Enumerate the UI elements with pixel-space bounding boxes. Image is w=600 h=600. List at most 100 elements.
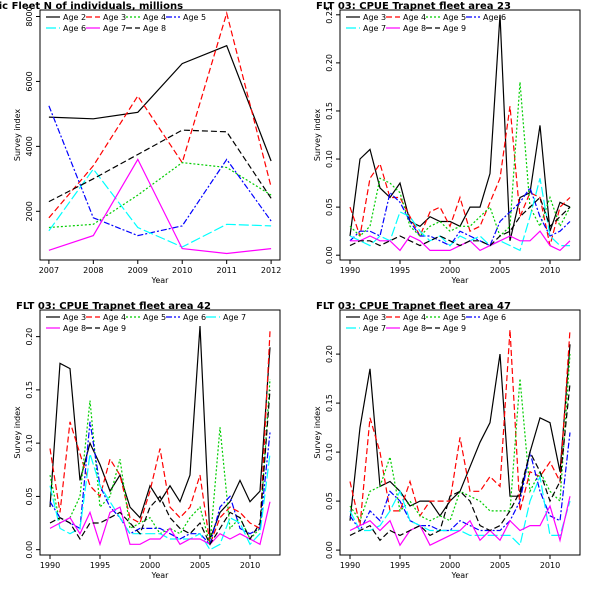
legend-label: Age 8	[143, 24, 166, 33]
panel-4: FLT 03: CPUE Trapnet fleet area 47 1990 19…	[313, 301, 581, 580]
x-axis-label: Year	[151, 276, 170, 285]
legend-label: Age 3	[363, 313, 386, 322]
series-line-age-9	[349, 383, 571, 542]
x-tick-label: 2012	[261, 266, 281, 275]
y-tick-label: 0.20	[25, 328, 34, 346]
legend-label: Age 6	[483, 13, 506, 22]
legend-label: Age 7	[103, 24, 126, 33]
x-axis-label: Year	[451, 571, 470, 580]
series-line-age-9	[349, 196, 571, 247]
x-tick-label: 2010	[240, 561, 260, 570]
legend-label: Age 6	[483, 313, 506, 322]
series-line-age-4	[349, 106, 571, 246]
legend-label: Age 2	[63, 13, 86, 22]
plot-frame	[39, 9, 281, 261]
y-tick-label: 0.05	[25, 488, 34, 506]
y-tick-label: 0.20	[325, 345, 334, 363]
series-line-age-7	[49, 453, 271, 551]
series-line-age-3	[349, 14, 571, 241]
x-tick-label: 1995	[90, 561, 110, 570]
legend-label: Age 9	[443, 324, 466, 333]
legend-label: Age 5	[143, 313, 166, 322]
legend-label: Age 7	[363, 324, 386, 333]
legend-label: Age 5	[183, 13, 206, 22]
y-tick-label: 0.05	[325, 492, 334, 510]
legend-label: Age 5	[443, 313, 466, 322]
x-tick-label: 2000	[440, 266, 460, 275]
series-line-age-5	[48, 105, 272, 237]
y-tick-label: 0.15	[325, 394, 334, 412]
series-line-age-3	[49, 325, 271, 540]
series-line-age-4	[349, 329, 571, 526]
x-tick-label: 1990	[40, 561, 60, 570]
y-tick-label: 0.25	[325, 6, 334, 24]
legend-label: Age 5	[443, 13, 466, 22]
x-tick-label: 2009	[128, 266, 148, 275]
plot-frame	[39, 309, 281, 556]
series-line-age-5	[349, 354, 571, 523]
panel-title: FLT 03: CPUE Trapnet fleet area 42	[16, 301, 211, 312]
x-tick-label: 2007	[39, 266, 59, 275]
y-tick-label: 8000	[25, 6, 34, 26]
y-tick-label: 0.00	[325, 541, 334, 559]
series-line-age-9	[49, 389, 271, 546]
y-tick-label: 4000	[25, 136, 34, 156]
legend-label: Age 9	[443, 24, 466, 33]
series-line-age-8	[349, 496, 571, 547]
legend-label: Age 4	[403, 313, 426, 322]
y-axis-label: Survey index	[313, 406, 322, 459]
series-line-age-7	[349, 178, 570, 252]
legend-label: Age 9	[103, 324, 126, 333]
panel-title: stic Fleet N of individuals, millions	[0, 1, 183, 12]
panel-3: FLT 03: CPUE Trapnet fleet area 42 1990 19…	[13, 301, 281, 580]
y-tick-label: 6000	[25, 71, 34, 91]
x-tick-label: 2005	[490, 561, 510, 570]
x-tick-label: 2005	[490, 266, 510, 275]
series-line-age-8	[49, 501, 271, 547]
y-axis-label: Survey index	[313, 109, 322, 162]
x-tick-label: 2011	[216, 266, 236, 275]
legend-label: Age 6	[63, 24, 86, 33]
legend-label: Age 8	[403, 24, 426, 33]
series-line-age-7	[349, 474, 571, 547]
y-axis-label: Survey index	[13, 406, 22, 459]
legend-label: Age 8	[63, 324, 86, 333]
legend-label: Age 3	[103, 13, 126, 22]
series-line-age-4	[49, 331, 271, 545]
series-line-age-7	[48, 158, 272, 255]
series-line-age-3	[349, 344, 571, 521]
series-line-age-6	[49, 421, 271, 546]
legend-label: Age 6	[183, 313, 206, 322]
legend-label: Age 7	[363, 24, 386, 33]
panel-1: stic Fleet N of individuals, millions 200…	[0, 1, 281, 285]
plot-frame	[339, 9, 581, 261]
series-line-age-5	[349, 82, 571, 238]
x-tick-label: 2010	[540, 561, 560, 570]
y-tick-label: 0.15	[325, 102, 334, 120]
legend-label: Age 4	[103, 313, 126, 322]
y-tick-label: 0.00	[325, 246, 334, 264]
x-tick-label: 2000	[440, 561, 460, 570]
series-line-age-6	[349, 186, 571, 247]
legend-label: Age 3	[363, 13, 386, 22]
y-tick-label: 0.10	[25, 434, 34, 452]
panel-title: FLT 03: CPUE Trapnet fleet area 23	[316, 1, 511, 12]
y-tick-label: 0.05	[325, 198, 334, 216]
series-line-age-6	[48, 168, 272, 248]
x-tick-label: 1990	[340, 266, 360, 275]
panel-2: FLT 03: CPUE Trapnet fleet area 23 1990 19…	[313, 1, 581, 285]
legend-label: Age 7	[223, 313, 246, 322]
legend-label: Age 4	[403, 13, 426, 22]
series-line-age-2	[48, 44, 272, 162]
y-tick-label: 0.00	[25, 541, 34, 559]
panel-title: FLT 03: CPUE Trapnet fleet area 47	[316, 301, 511, 312]
x-tick-label: 1995	[390, 266, 410, 275]
series-line-age-6	[349, 432, 571, 532]
legend-label: Age 3	[63, 313, 86, 322]
x-tick-label: 2008	[83, 266, 103, 275]
plot-frame	[339, 309, 581, 556]
legend-label: Age 4	[143, 13, 166, 22]
x-tick-label: 2010	[172, 266, 192, 275]
series-line-age-8	[350, 230, 571, 252]
y-tick-label: 0.20	[325, 54, 334, 72]
